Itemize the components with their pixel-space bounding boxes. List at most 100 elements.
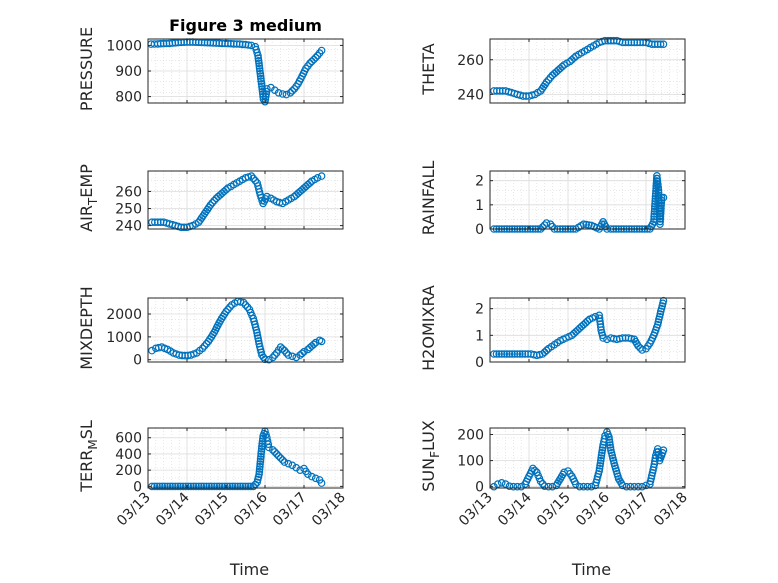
data-point bbox=[542, 346, 551, 355]
data-point bbox=[311, 53, 320, 62]
data-point bbox=[513, 350, 522, 358]
data-point bbox=[597, 220, 606, 229]
data-point bbox=[197, 214, 206, 222]
data-point bbox=[155, 482, 164, 491]
data-point bbox=[584, 221, 593, 229]
data-point bbox=[187, 482, 195, 491]
subplot-mixdepth: 0 1000 2000 MIXDEPTH bbox=[77, 286, 344, 370]
y-tick-label: 0 bbox=[475, 355, 484, 371]
data-point bbox=[656, 207, 665, 215]
data-point bbox=[256, 460, 264, 468]
data-point bbox=[595, 464, 604, 473]
data-point bbox=[257, 444, 266, 453]
data-point bbox=[257, 450, 265, 458]
data-point bbox=[540, 221, 549, 229]
data-point bbox=[650, 40, 659, 49]
y-tick-label: 0 bbox=[133, 479, 142, 495]
data-point bbox=[309, 55, 318, 64]
data-point bbox=[256, 462, 264, 471]
y-tick-label: 900 bbox=[115, 64, 142, 80]
data-point bbox=[656, 215, 665, 223]
y-axis-label: TERRMSL bbox=[77, 420, 100, 493]
data-point bbox=[166, 482, 174, 491]
data-point bbox=[656, 217, 665, 226]
y-tick-label: 0 bbox=[133, 353, 142, 369]
data-point bbox=[298, 349, 306, 358]
data-point bbox=[310, 175, 319, 184]
data-point bbox=[606, 443, 615, 452]
data-point bbox=[598, 448, 606, 457]
subplot-theta: 240 260 THETA bbox=[419, 36, 686, 104]
data-point bbox=[288, 461, 297, 470]
y-axis-label: RAINFALL bbox=[419, 161, 438, 236]
y-tick-label: 260 bbox=[457, 53, 484, 69]
data-point bbox=[530, 350, 538, 359]
data-point bbox=[617, 479, 626, 488]
data-point bbox=[604, 430, 612, 439]
data-point bbox=[256, 455, 265, 463]
y-tick-label: 600 bbox=[115, 431, 142, 447]
data-point bbox=[268, 353, 277, 362]
data-point bbox=[228, 482, 237, 491]
data-point bbox=[231, 482, 239, 491]
data-point bbox=[213, 482, 221, 491]
data-point bbox=[163, 482, 172, 491]
data-point bbox=[166, 347, 175, 355]
data-point bbox=[258, 437, 267, 446]
data-point bbox=[249, 482, 258, 491]
axes-frame bbox=[147, 427, 344, 489]
data-series bbox=[148, 427, 326, 491]
y-tick-label: 1000 bbox=[106, 38, 142, 54]
data-point bbox=[288, 87, 297, 95]
data-point bbox=[550, 69, 559, 78]
data-point bbox=[653, 40, 662, 49]
data-point bbox=[254, 337, 263, 345]
data-point bbox=[659, 299, 667, 308]
data-point bbox=[278, 90, 287, 98]
data-point bbox=[218, 482, 226, 491]
data-point bbox=[282, 90, 291, 99]
data-point bbox=[239, 482, 247, 491]
subplot-rainfall: 0 1 2 RAINFALL bbox=[419, 161, 686, 238]
data-point bbox=[636, 344, 645, 352]
data-point bbox=[226, 303, 234, 311]
data-point bbox=[588, 314, 597, 322]
data-point bbox=[540, 348, 549, 357]
data-point bbox=[253, 328, 261, 337]
data-point bbox=[658, 448, 667, 457]
data-point bbox=[241, 482, 250, 491]
data-point bbox=[215, 482, 224, 491]
data-point bbox=[278, 345, 287, 353]
data-point bbox=[254, 334, 262, 343]
data-series bbox=[490, 36, 668, 100]
data-point bbox=[255, 467, 264, 476]
x-tick-label: 03/14 bbox=[495, 489, 535, 529]
data-point bbox=[654, 189, 663, 197]
data-point bbox=[548, 482, 557, 491]
data-point bbox=[259, 353, 268, 362]
data-point bbox=[535, 474, 544, 483]
data-point bbox=[610, 459, 618, 468]
data-point bbox=[300, 347, 308, 356]
data-point bbox=[272, 450, 281, 458]
data-point bbox=[148, 346, 156, 355]
data-point bbox=[292, 463, 301, 472]
x-tick-label: 03/15 bbox=[192, 490, 232, 530]
data-point bbox=[510, 350, 519, 358]
data-point bbox=[547, 342, 556, 351]
data-point bbox=[256, 345, 265, 354]
data-point bbox=[656, 212, 665, 221]
data-point bbox=[574, 50, 583, 59]
data-point bbox=[601, 222, 610, 231]
x-tick-label: 03/18 bbox=[309, 490, 349, 530]
data-point bbox=[622, 482, 631, 491]
data-point bbox=[254, 54, 263, 63]
data-point bbox=[281, 197, 290, 206]
y-tick-label: 1 bbox=[475, 198, 484, 214]
y-tick-label: 240 bbox=[457, 87, 484, 103]
y-tick-label: 800 bbox=[115, 90, 142, 106]
data-point bbox=[190, 350, 198, 358]
data-point bbox=[558, 62, 566, 71]
data-point bbox=[630, 482, 639, 491]
